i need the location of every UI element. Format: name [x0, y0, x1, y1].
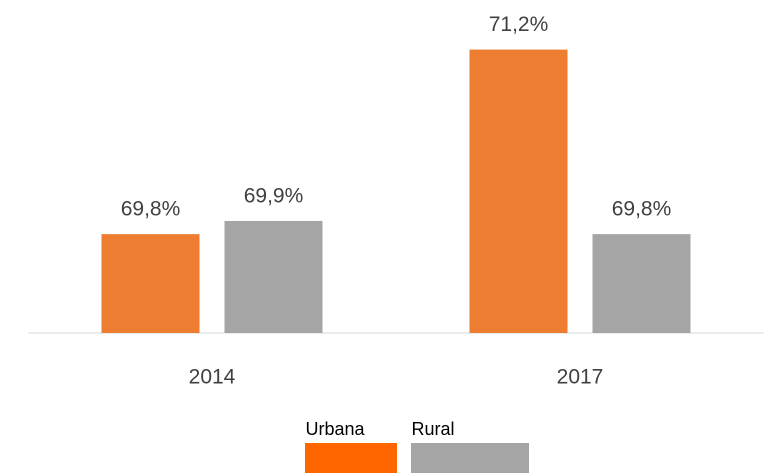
- x-tick-label: 2014: [189, 366, 236, 389]
- legend-swatch: [305, 443, 397, 473]
- bar: [224, 220, 323, 333]
- data-label: 69,9%: [244, 185, 304, 208]
- bar: [101, 234, 200, 333]
- legend-label: Urbana: [305, 419, 365, 439]
- x-tick-label: 2017: [557, 366, 604, 389]
- legend-label: Rural: [411, 419, 454, 439]
- data-label: 69,8%: [121, 198, 181, 221]
- data-label: 69,8%: [612, 198, 672, 221]
- data-label: 71,2%: [489, 13, 549, 36]
- bar: [592, 234, 691, 333]
- legend-swatch: [411, 443, 529, 473]
- bar: [469, 49, 568, 333]
